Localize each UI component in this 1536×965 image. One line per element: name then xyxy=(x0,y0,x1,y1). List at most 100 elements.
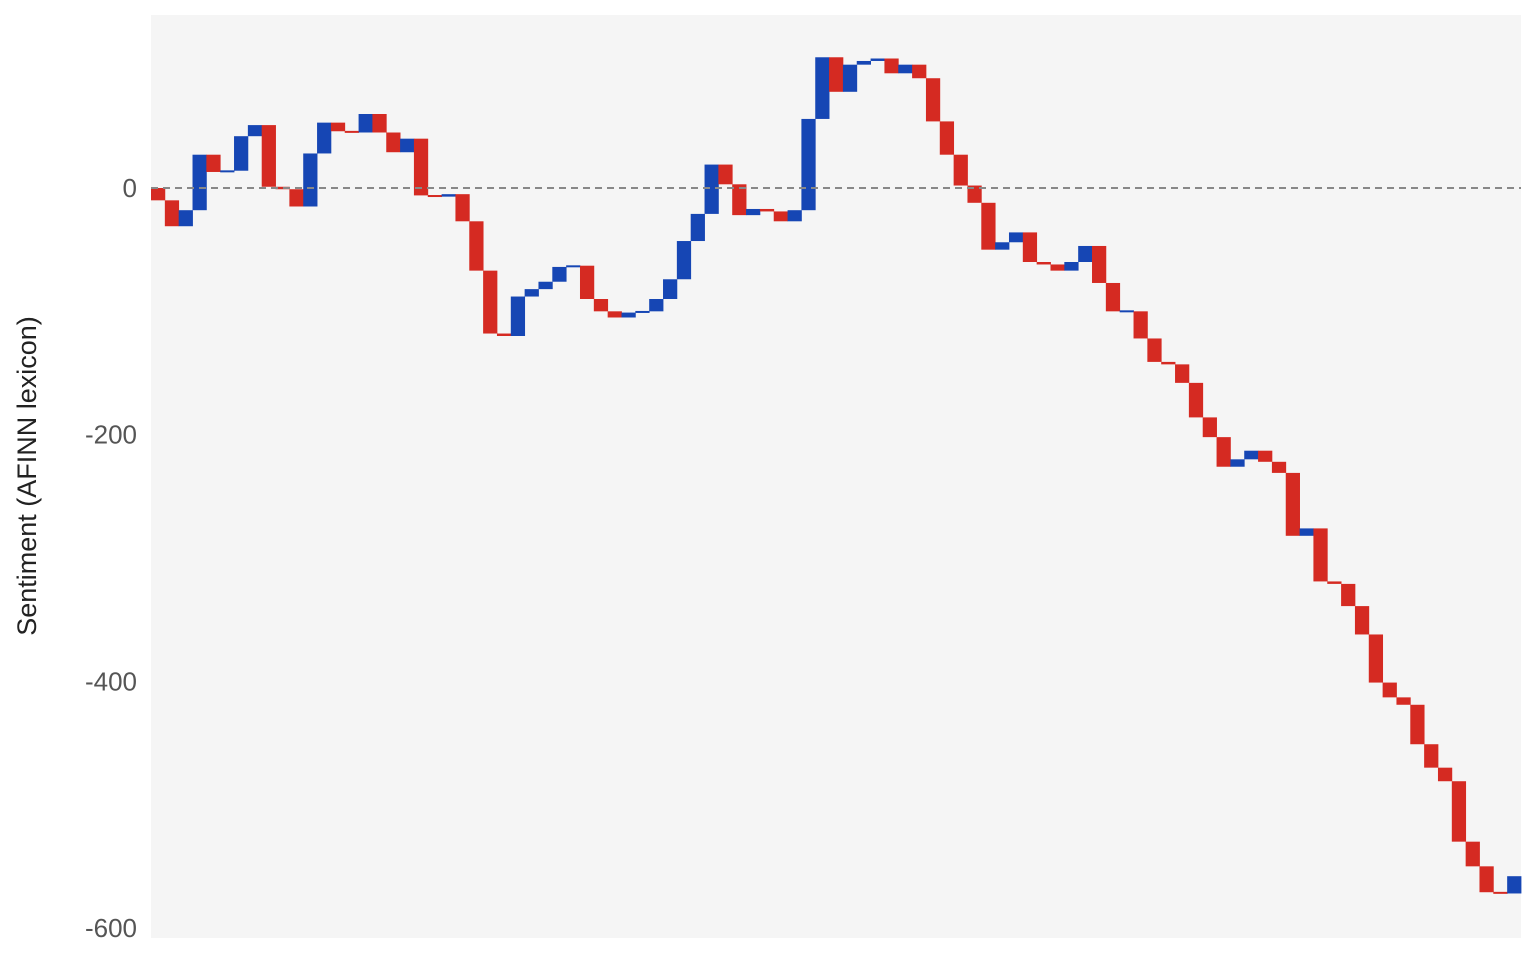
waterfall-bar xyxy=(275,186,290,190)
waterfall-bar xyxy=(759,208,775,212)
waterfall-bar xyxy=(330,122,346,132)
waterfall-bar xyxy=(718,164,733,185)
waterfall-bar xyxy=(1022,232,1038,262)
waterfall-bar xyxy=(1271,461,1287,473)
waterfall-bar xyxy=(1507,876,1522,894)
waterfall-bar xyxy=(192,154,207,211)
waterfall-bar xyxy=(1382,682,1397,698)
waterfall-bar xyxy=(593,299,609,312)
waterfall-bar xyxy=(1396,697,1411,705)
waterfall-bar xyxy=(1368,634,1384,683)
y-tick-label: -600 xyxy=(85,913,137,943)
waterfall-bar xyxy=(1493,891,1508,894)
waterfall-bar xyxy=(261,125,276,187)
waterfall-bar xyxy=(234,136,249,171)
waterfall-bar xyxy=(372,114,387,133)
waterfall-bar xyxy=(317,122,332,154)
waterfall-bar xyxy=(1465,841,1480,867)
waterfall-bar xyxy=(344,130,359,133)
waterfall-bar xyxy=(663,279,678,299)
waterfall-bar xyxy=(898,64,913,74)
waterfall-bar xyxy=(912,64,927,79)
waterfall-bar xyxy=(1437,767,1453,782)
y-tick-label: -400 xyxy=(85,666,137,696)
waterfall-bar xyxy=(1451,781,1467,842)
waterfall-bar xyxy=(1078,245,1093,262)
waterfall-bar xyxy=(400,138,415,153)
waterfall-bar xyxy=(1105,282,1121,312)
waterfall-bar xyxy=(1424,744,1439,768)
waterfall-bar xyxy=(579,265,595,299)
waterfall-bar xyxy=(953,154,968,186)
waterfall-bar xyxy=(607,311,622,318)
waterfall-bar xyxy=(524,289,539,297)
waterfall-bar xyxy=(566,265,581,268)
y-tick-label: -200 xyxy=(85,420,137,450)
waterfall-bar xyxy=(289,189,304,207)
waterfall-bar xyxy=(496,333,512,336)
waterfall-bar xyxy=(1188,382,1204,418)
waterfall-bar xyxy=(856,60,871,65)
waterfall-bar xyxy=(1092,245,1107,283)
waterfall-bar xyxy=(1119,310,1134,313)
y-axis-label: Sentiment (AFINN lexicon) xyxy=(12,316,42,636)
waterfall-bar xyxy=(413,138,429,196)
waterfall-bar xyxy=(206,154,221,172)
y-tick-label: 0 xyxy=(123,173,137,203)
waterfall-bar xyxy=(1327,581,1342,584)
waterfall-bar xyxy=(247,125,263,137)
waterfall-bar xyxy=(746,208,761,216)
waterfall-bar xyxy=(1285,472,1300,536)
waterfall-bar xyxy=(1064,262,1079,271)
waterfall-bar xyxy=(967,185,982,203)
waterfall-bar xyxy=(925,78,941,122)
waterfall-bar xyxy=(1008,232,1024,243)
waterfall-bar xyxy=(469,221,484,271)
waterfall-bar xyxy=(981,202,996,250)
waterfall-bar xyxy=(1354,606,1370,635)
waterfall-bar xyxy=(1230,459,1245,467)
waterfall-bar xyxy=(1299,528,1314,536)
waterfall-bar xyxy=(635,310,650,313)
plot-background xyxy=(151,15,1521,938)
waterfall-bar xyxy=(690,213,705,242)
waterfall-bar xyxy=(621,312,636,318)
waterfall-bar xyxy=(303,153,318,207)
waterfall-bar xyxy=(538,281,553,290)
waterfall-bar xyxy=(220,170,235,173)
waterfall-bar xyxy=(1133,311,1148,339)
waterfall-bar xyxy=(510,296,526,336)
waterfall-bar xyxy=(732,184,747,216)
waterfall-bar xyxy=(1202,417,1217,438)
waterfall-bar xyxy=(842,64,858,92)
waterfall-bar xyxy=(358,114,373,133)
waterfall-bar xyxy=(787,210,802,222)
waterfall-bar xyxy=(552,266,567,282)
waterfall-bar xyxy=(164,200,180,227)
waterfall-bar xyxy=(455,194,470,222)
waterfall-bar xyxy=(1216,437,1231,467)
waterfall-bar xyxy=(649,299,664,312)
waterfall-bar xyxy=(1479,866,1494,893)
waterfall-bar xyxy=(1258,450,1273,462)
waterfall-bar xyxy=(1161,361,1176,365)
waterfall-bar xyxy=(676,241,692,280)
waterfall-bar xyxy=(801,118,816,211)
waterfall-bar xyxy=(1313,528,1328,582)
waterfall-bar xyxy=(884,58,899,74)
waterfall-bar xyxy=(178,210,193,227)
waterfall-bar xyxy=(1175,364,1190,383)
waterfall-bar xyxy=(815,57,830,119)
waterfall-bar xyxy=(995,242,1010,250)
waterfall-bar xyxy=(870,58,885,61)
waterfall-bar xyxy=(829,57,844,92)
waterfall-bar xyxy=(1410,704,1425,745)
waterfall-bar xyxy=(773,211,788,222)
waterfall-bar xyxy=(1147,338,1162,362)
waterfall-bar xyxy=(483,270,498,334)
waterfall-bar xyxy=(704,164,719,214)
waterfall-bar xyxy=(386,132,401,153)
waterfall-bar xyxy=(427,195,443,198)
bar-series xyxy=(151,57,1522,894)
